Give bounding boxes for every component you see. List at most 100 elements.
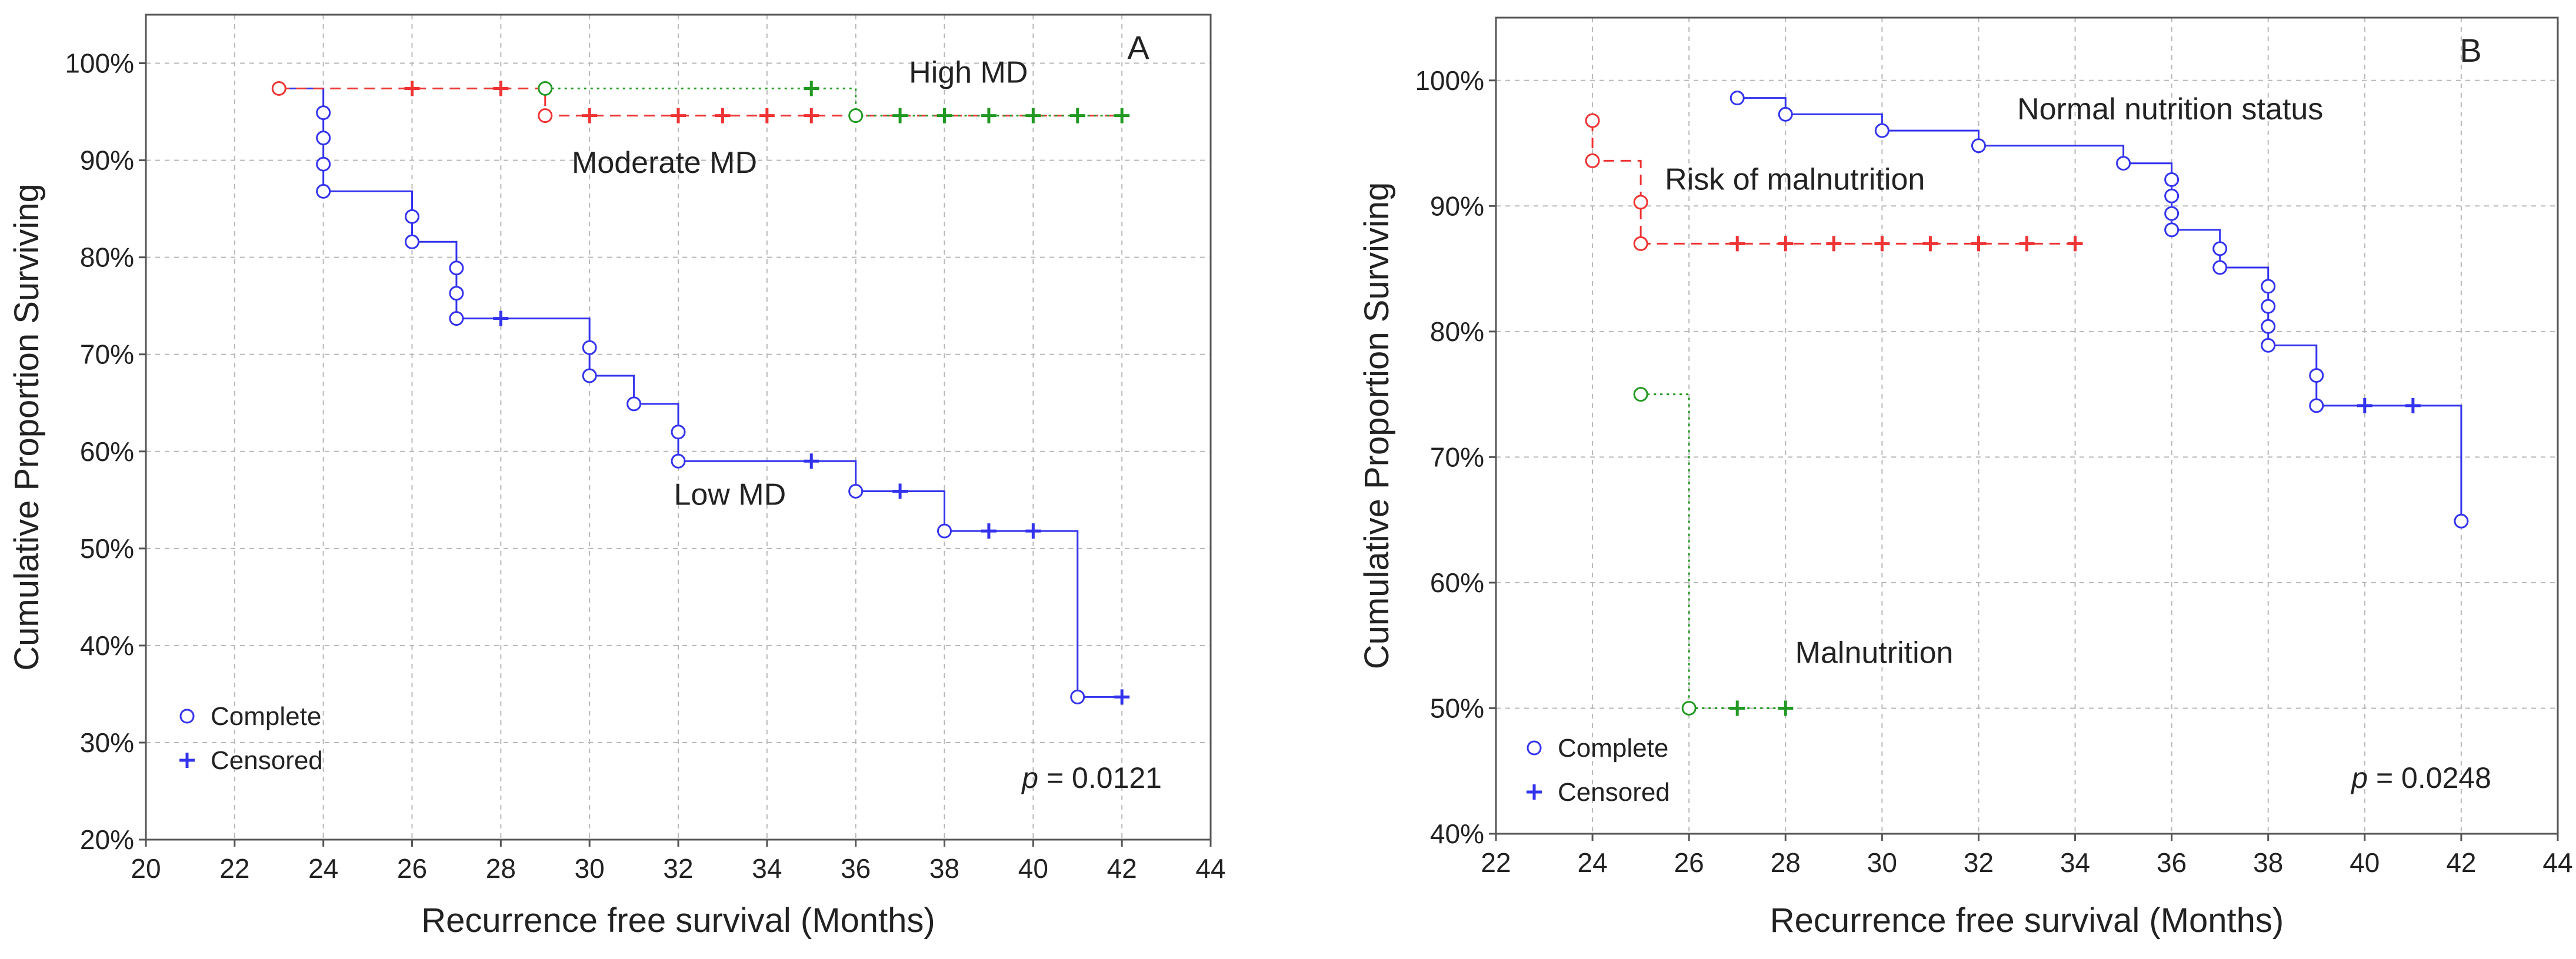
complete-marker — [1874, 123, 1889, 138]
y-tick-label: 80% — [80, 242, 134, 273]
complete-marker — [316, 183, 331, 199]
censored-marker — [582, 108, 598, 123]
complete-marker — [1971, 138, 1986, 153]
censored-marker — [671, 108, 686, 123]
series-label: Normal nutrition status — [2017, 92, 2323, 126]
x-tick-label: 36 — [841, 853, 871, 884]
y-tick-label: 40% — [80, 630, 134, 661]
axis-ticks: 22 24 26 28 30 32 34 36 38 40 42 44 40% 50% 60% 70% 80% 9… — [1415, 65, 2572, 878]
complete-marker — [1633, 195, 1648, 210]
complete-marker — [1633, 236, 1648, 251]
censored-marker — [937, 108, 952, 123]
complete-marker — [2454, 513, 2469, 529]
series-malnutrition: Malnutrition — [1633, 387, 1953, 716]
censored-marker — [892, 483, 908, 499]
x-tick-label: 32 — [1964, 847, 1994, 878]
complete-marker — [1527, 740, 1542, 756]
censored-marker — [1527, 784, 1542, 800]
survival-step-line — [545, 87, 1122, 117]
x-tick-label: 38 — [929, 853, 959, 884]
complete-marker — [271, 81, 286, 96]
complete-marker — [2261, 299, 2276, 314]
complete-marker — [2309, 398, 2324, 413]
censored-marker — [804, 81, 819, 96]
x-tick-label: 26 — [1674, 847, 1704, 878]
y-tick-label: 80% — [1430, 316, 1484, 347]
complete-marker — [449, 260, 464, 276]
x-tick-label: 28 — [486, 853, 516, 884]
complete-marker — [449, 286, 464, 301]
censored-marker — [759, 108, 775, 123]
series-low-md: Low MD — [279, 87, 1130, 705]
complete-marker — [538, 81, 553, 96]
censored-marker — [404, 81, 420, 96]
x-tick-label: 42 — [1107, 853, 1137, 884]
censored-marker — [1826, 236, 1842, 252]
x-tick-label: 28 — [1771, 847, 1801, 878]
censored-marker — [1025, 523, 1041, 539]
panel-label: A — [1127, 29, 1149, 66]
legend-label: Complete — [211, 702, 321, 731]
complete-marker — [405, 209, 419, 224]
complete-marker — [179, 709, 195, 724]
complete-marker — [1585, 153, 1600, 168]
x-tick-label: 32 — [663, 853, 693, 884]
censored-marker — [892, 108, 908, 123]
censored-marker — [179, 753, 195, 768]
complete-marker — [316, 105, 331, 121]
y-tick-label: 50% — [80, 533, 134, 564]
x-tick-label: 34 — [2060, 847, 2090, 878]
complete-marker — [671, 425, 686, 440]
censored-marker — [493, 310, 509, 326]
p-symbol: p — [1021, 761, 1038, 794]
x-tick-label: 42 — [2446, 847, 2476, 878]
x-tick-label: 30 — [575, 853, 605, 884]
censored-marker — [981, 523, 997, 539]
x-tick-label: 22 — [219, 853, 249, 884]
censored-marker — [493, 81, 509, 96]
complete-marker — [1729, 91, 1745, 106]
complete-marker — [582, 340, 597, 355]
x-tick-label: 20 — [131, 853, 161, 884]
y-tick-label: 60% — [1430, 567, 1484, 598]
complete-marker — [2261, 319, 2276, 334]
complete-marker — [316, 131, 331, 146]
series-label: High MD — [909, 56, 1028, 90]
censored-marker — [1114, 108, 1130, 123]
y-tick-label: 60% — [80, 436, 134, 467]
series-layer: Normal nutrition status Risk of malnutrit… — [1585, 91, 2469, 716]
p-value-text: = 0.0121 — [1038, 761, 1162, 794]
x-tick-label: 40 — [2350, 847, 2380, 878]
x-tick-label: 36 — [2157, 847, 2187, 878]
complete-marker — [848, 483, 864, 499]
p-value: p = 0.0248 — [2350, 761, 2491, 794]
complete-marker — [2164, 222, 2180, 238]
censored-marker — [715, 108, 731, 123]
censored-marker — [1729, 236, 1745, 252]
x-tick-label: 44 — [1195, 853, 1225, 884]
y-tick-label: 20% — [80, 824, 134, 855]
censored-marker — [1922, 236, 1938, 252]
censored-marker — [1778, 700, 1794, 716]
y-tick-label: 90% — [80, 145, 134, 176]
panel-label: B — [2460, 32, 2481, 69]
complete-marker — [1585, 113, 1600, 128]
censored-marker — [2405, 397, 2421, 413]
y-tick-label: 100% — [1415, 65, 1484, 96]
complete-marker — [449, 311, 464, 326]
legend-label: Censored — [1558, 778, 1670, 807]
series-label: Moderate MD — [572, 146, 757, 180]
complete-marker — [2116, 156, 2131, 171]
x-tick-label: 44 — [2542, 847, 2572, 878]
complete-marker — [671, 453, 686, 469]
y-axis-label: Cumulative Proportion Surviving — [1358, 182, 1396, 669]
complete-marker — [2261, 338, 2276, 353]
x-tick-label: 40 — [1018, 853, 1048, 884]
x-tick-label: 24 — [308, 853, 338, 884]
censored-marker — [804, 108, 819, 123]
p-value: p = 0.0121 — [1021, 761, 1162, 794]
censored-marker — [1778, 236, 1794, 252]
plot-frame — [1495, 16, 2559, 835]
complete-marker — [2164, 188, 2180, 203]
complete-marker — [848, 108, 864, 123]
